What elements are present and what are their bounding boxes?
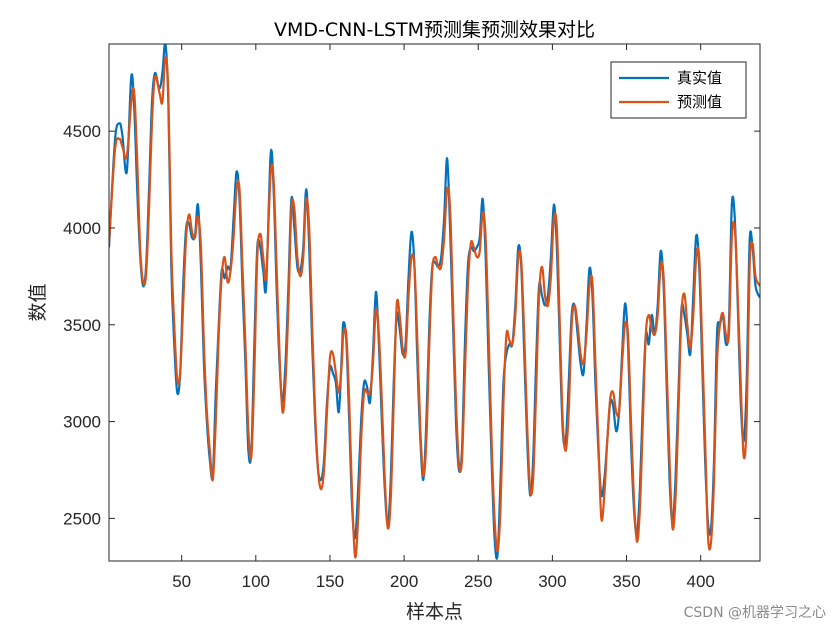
legend-box <box>610 61 747 119</box>
x-tick-label: 350 <box>612 572 640 591</box>
axis-ticks: 50 100 150 200 250 300 350 400 2500 3000 3500 4000 4… <box>63 44 760 591</box>
y-tick-label: 2500 <box>63 509 101 528</box>
x-tick-label: 100 <box>242 572 270 591</box>
x-tick-label: 400 <box>686 572 714 591</box>
y-tick-label: 4000 <box>63 219 101 238</box>
x-tick-label: 150 <box>316 572 344 591</box>
plot-area <box>109 44 760 561</box>
y-axis-label: 数值 <box>27 283 49 321</box>
y-tick-label: 3000 <box>63 413 101 432</box>
x-tick-label: 200 <box>390 572 418 591</box>
y-tick-label: 4500 <box>63 122 101 141</box>
x-tick-label: 250 <box>464 572 492 591</box>
series-line-predicted <box>109 56 760 559</box>
watermark: CSDN @机器学习之心 <box>683 605 826 621</box>
legend-label: 预测值 <box>677 93 722 111</box>
series-group <box>109 44 760 560</box>
axes-frame <box>108 43 761 562</box>
legend-label: 真实值 <box>677 69 722 87</box>
x-tick-label: 300 <box>538 572 566 591</box>
x-axis-label: 样本点 <box>406 601 463 623</box>
y-tick-label: 3500 <box>63 316 101 335</box>
chart-title: VMD-CNN-LSTM预测集预测效果对比 <box>274 19 595 41</box>
x-tick-label: 50 <box>172 572 191 591</box>
